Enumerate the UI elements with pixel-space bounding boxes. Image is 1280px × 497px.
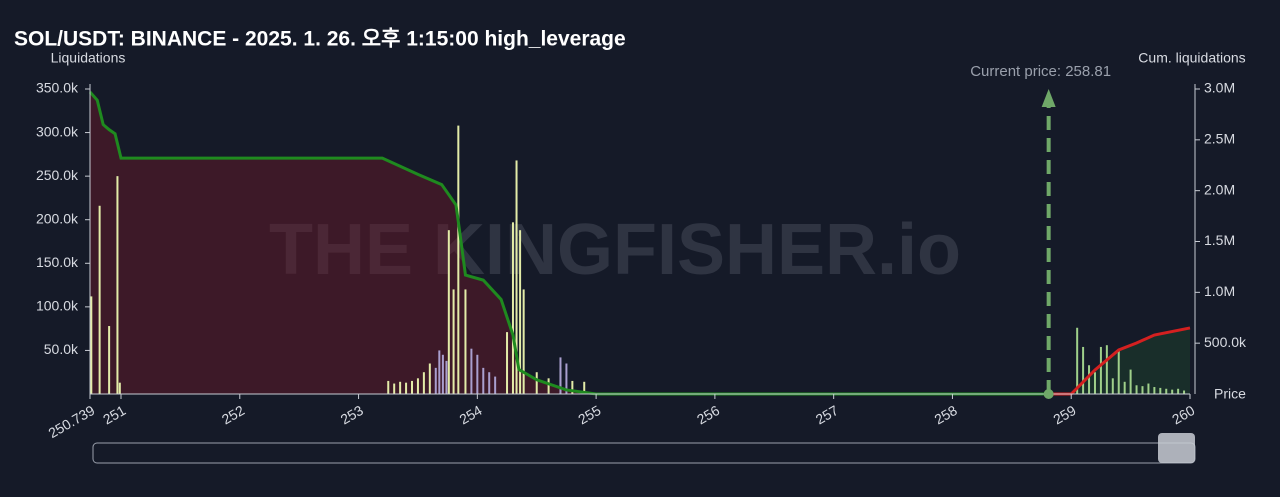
bar [428,363,431,394]
bar [393,383,396,394]
y2-tick-label: 3.0M [1204,80,1235,96]
slider-handle[interactable] [1158,433,1195,463]
chart-title: SOL/USDT: BINANCE - 2025. 1. 26. 오후 1:15… [14,27,626,51]
bar [452,289,455,394]
cumulative-area [90,92,1049,395]
bar [118,382,121,394]
bar [1177,388,1180,394]
bar [1147,383,1150,394]
bar [411,380,414,394]
bar [441,354,444,394]
bar [522,289,525,394]
bar [445,360,448,394]
bar [1123,381,1126,394]
bar [1141,386,1144,394]
bar [547,378,550,394]
y-tick-label: 100.0k [36,298,79,314]
bar [116,176,119,394]
bar [1171,389,1174,394]
bar [1076,327,1079,394]
current-price-arrow [1041,89,1056,107]
y2-axis-label: Cum. liquidations [1138,50,1245,66]
current-price-label: Current price: 258.81 [970,63,1111,80]
bar [464,289,467,394]
bar [583,381,586,394]
bar [1088,365,1091,394]
bar [434,367,437,394]
y-tick-label: 50.0k [44,341,79,357]
bar [571,380,574,394]
bar [565,363,568,394]
x-axis-label: Price [1214,386,1246,402]
y2-tick-label: 1.0M [1204,283,1235,299]
bar [416,378,419,394]
watermark: THE KINGFISHER.io [269,210,961,290]
bar [476,354,479,394]
y-axis-label: Liquidations [51,50,126,66]
bar [494,376,497,394]
y-tick-label: 300.0k [36,123,79,139]
y2-tick-label: 2.0M [1204,181,1235,197]
bar [1093,372,1096,394]
y-tick-label: 150.0k [36,254,79,270]
bar [90,296,93,394]
bar [559,357,562,394]
y2-tick-label: 1.5M [1204,232,1235,248]
bar [422,372,425,394]
bar [1105,345,1108,394]
bar [387,380,390,394]
bar [1165,388,1168,394]
bar [482,367,485,394]
y2-tick-label: 2.5M [1204,131,1235,147]
bar [1159,387,1162,394]
y-tick-label: 200.0k [36,210,79,226]
cumulative-line [88,91,1049,396]
bar [1129,369,1132,394]
bar [535,372,538,394]
y2-tick-label: 500.0k [1204,334,1247,350]
bar [1135,385,1138,394]
bar [1153,387,1156,394]
bar [447,230,450,394]
bar [1099,346,1102,394]
bar [1111,378,1114,394]
bar [506,332,509,394]
bar [1082,346,1085,394]
bar [515,160,518,394]
y-tick-label: 250.0k [36,167,79,183]
y-tick-label: 350.0k [36,80,79,96]
bar [1117,350,1120,394]
bar [488,372,491,394]
bar [511,222,514,394]
bar [457,125,460,394]
bar [438,350,441,394]
current-price-dot [1043,389,1054,399]
bar [399,381,402,394]
bar [470,348,473,394]
bar [108,326,111,394]
bar [405,382,408,394]
bar [519,230,522,394]
bar [1183,390,1186,394]
bar [98,205,101,394]
